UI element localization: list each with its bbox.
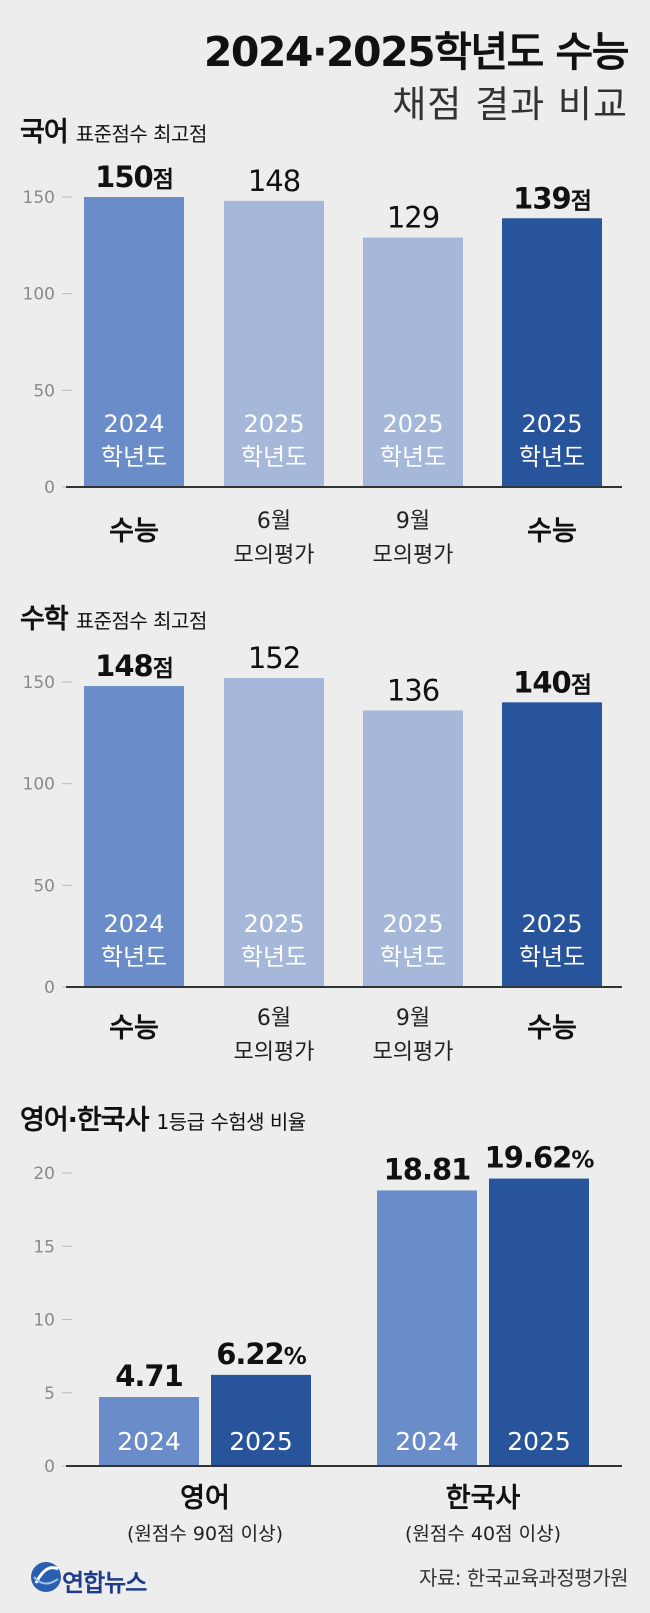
- korean-value-label: 139점: [513, 181, 591, 215]
- korean-subtitle: 표준점수 최고점: [75, 122, 208, 146]
- ratio-group-label: 한국사: [446, 1483, 521, 1514]
- ratio-group-note: (원점수 90점 이상): [127, 1523, 283, 1545]
- math-bar-label: 2025: [521, 910, 582, 938]
- ratio-bar: [211, 1374, 311, 1466]
- korean-ytick-label: 150: [23, 188, 55, 208]
- math-ytick-label: 50: [33, 876, 55, 896]
- korean-ytick-label: 0: [44, 478, 55, 498]
- korean-title: 국어: [20, 117, 69, 148]
- math-ytick-label: 150: [23, 673, 55, 693]
- english-history-title: 영어·한국사: [20, 1105, 149, 1136]
- english-history-section-title: 영어·한국사 1등급 수험생 비율: [20, 1098, 306, 1137]
- math-value-label: 136: [387, 673, 439, 707]
- math-category-label: 수능: [527, 1013, 577, 1044]
- korean-value-label: 129: [387, 201, 439, 235]
- math-ytick-label: 100: [23, 775, 55, 795]
- math-ytick-label: 0: [44, 978, 55, 998]
- page-subtitle: 채점 결과 비교: [392, 83, 628, 126]
- ratio-bar-label: 2024: [395, 1427, 459, 1456]
- korean-bar: [224, 200, 324, 487]
- korean-bar: [363, 237, 463, 487]
- math-category-label: 모의평가: [234, 1040, 315, 1065]
- math-category-label: 수능: [109, 1013, 159, 1044]
- korean-bar-label: 학년도: [380, 443, 446, 471]
- english-history-subtitle: 1등급 수험생 비율: [156, 1110, 306, 1134]
- ratio-ytick-label: 10: [33, 1311, 55, 1331]
- ratio-bar: [99, 1396, 199, 1466]
- math-bar: [84, 686, 184, 987]
- math-bar-label: 2025: [243, 910, 304, 938]
- korean-bar: [502, 218, 602, 487]
- math-title: 수학: [20, 604, 69, 635]
- math-category-label: 모의평가: [373, 1040, 454, 1065]
- korean-bar-label: 학년도: [101, 443, 167, 471]
- korean-category-label: 9월: [396, 509, 430, 534]
- ratio-value-label: 18.81: [384, 1152, 471, 1186]
- ratio-group-label: 영어: [180, 1483, 230, 1514]
- data-source: 자료: 한국교육과정평가원: [419, 1566, 629, 1590]
- korean-category-label: 수능: [527, 516, 577, 547]
- math-bar-label: 학년도: [101, 943, 167, 971]
- math-bar-label: 학년도: [380, 943, 446, 971]
- math-value-label: 140점: [513, 665, 591, 699]
- math-bar-label: 학년도: [519, 943, 585, 971]
- korean-bar: [84, 197, 184, 487]
- ratio-ytick-label: 15: [33, 1237, 55, 1257]
- math-bar-label: 2025: [382, 910, 443, 938]
- korean-bar-label: 학년도: [519, 443, 585, 471]
- ratio-bar-label: 2025: [229, 1427, 293, 1456]
- korean-ytick-label: 100: [23, 285, 55, 305]
- korean-bar-label: 2025: [521, 410, 582, 438]
- ratio-value-label: 19.62%: [485, 1141, 595, 1175]
- math-bar-label: 2024: [103, 910, 164, 938]
- korean-category-label: 수능: [109, 516, 159, 547]
- yonhap-globe-icon: [31, 1562, 61, 1592]
- math-section-title: 수학 표준점수 최고점: [20, 597, 207, 636]
- math-bar: [502, 702, 602, 987]
- korean-bar-label: 2024: [103, 410, 164, 438]
- ratio-ytick-label: 0: [44, 1457, 55, 1477]
- ratio-bar: [489, 1178, 589, 1466]
- math-bar: [224, 677, 324, 987]
- korean-value-label: 150점: [95, 160, 173, 194]
- korean-bar-label: 2025: [382, 410, 443, 438]
- page-title: 2024·2025학년도 수능: [203, 28, 630, 76]
- math-category-label: 6월: [257, 1006, 291, 1031]
- math-bar: [363, 710, 463, 987]
- ratio-value-label: 6.22%: [216, 1337, 307, 1371]
- math-bar-label: 학년도: [241, 943, 307, 971]
- korean-value-label: 148: [248, 164, 300, 198]
- korean-bar-label: 2025: [243, 410, 304, 438]
- yonhap-logo-text: 연합뉴스: [62, 1569, 147, 1597]
- korean-category-label: 모의평가: [234, 543, 315, 568]
- korean-category-label: 6월: [257, 509, 291, 534]
- korean-ytick-label: 50: [33, 381, 55, 401]
- ratio-ytick-label: 5: [44, 1384, 55, 1404]
- math-value-label: 152: [248, 641, 300, 675]
- korean-bar-label: 학년도: [241, 443, 307, 471]
- ratio-bar-label: 2025: [507, 1427, 571, 1456]
- math-category-label: 9월: [396, 1006, 430, 1031]
- ratio-ytick-label: 20: [33, 1164, 55, 1184]
- korean-section-title: 국어 표준점수 최고점: [20, 110, 207, 149]
- ratio-bar-label: 2024: [117, 1427, 181, 1456]
- math-value-label: 148점: [95, 649, 173, 683]
- ratio-bar: [377, 1190, 477, 1466]
- ratio-group-note: (원점수 40점 이상): [405, 1523, 561, 1545]
- korean-category-label: 모의평가: [373, 543, 454, 568]
- ratio-value-label: 4.71: [115, 1359, 183, 1393]
- math-subtitle: 표준점수 최고점: [75, 609, 208, 633]
